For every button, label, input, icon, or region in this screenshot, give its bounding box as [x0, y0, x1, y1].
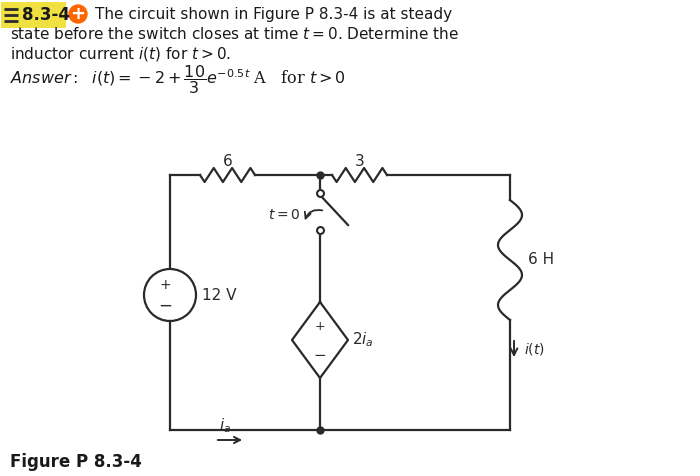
Text: 3: 3 — [355, 155, 365, 169]
Text: +: + — [71, 5, 85, 23]
Circle shape — [69, 5, 87, 23]
Text: Figure P 8.3-4: Figure P 8.3-4 — [10, 453, 142, 471]
Text: The circuit shown in Figure P 8.3-4 is at steady: The circuit shown in Figure P 8.3-4 is a… — [95, 7, 452, 21]
Circle shape — [144, 269, 196, 321]
Text: $t = 0$: $t = 0$ — [268, 208, 300, 222]
Text: inductor current $i(t)$ for $t > 0$.: inductor current $i(t)$ for $t > 0$. — [10, 45, 231, 63]
Text: $\it{Answer:}$  $i(t) = -2 + \dfrac{10}{3}e^{-0.5t}$ A   for $t > 0$: $\it{Answer:}$ $i(t) = -2 + \dfrac{10}{3… — [10, 63, 346, 97]
Text: +: + — [159, 278, 171, 292]
Text: −: − — [158, 297, 172, 315]
Text: −: − — [314, 348, 326, 364]
Text: state before the switch closes at time $t = 0$. Determine the: state before the switch closes at time $… — [10, 26, 458, 42]
Text: 6: 6 — [223, 155, 232, 169]
Text: +: + — [315, 319, 326, 333]
Text: $i(t)$: $i(t)$ — [524, 341, 545, 357]
Text: 6 H: 6 H — [528, 252, 554, 268]
FancyBboxPatch shape — [1, 2, 66, 28]
Text: 8.3-4: 8.3-4 — [22, 6, 70, 24]
Text: $i_a$: $i_a$ — [219, 416, 231, 436]
Text: $2i_a$: $2i_a$ — [352, 331, 374, 349]
Text: 12 V: 12 V — [202, 288, 237, 303]
